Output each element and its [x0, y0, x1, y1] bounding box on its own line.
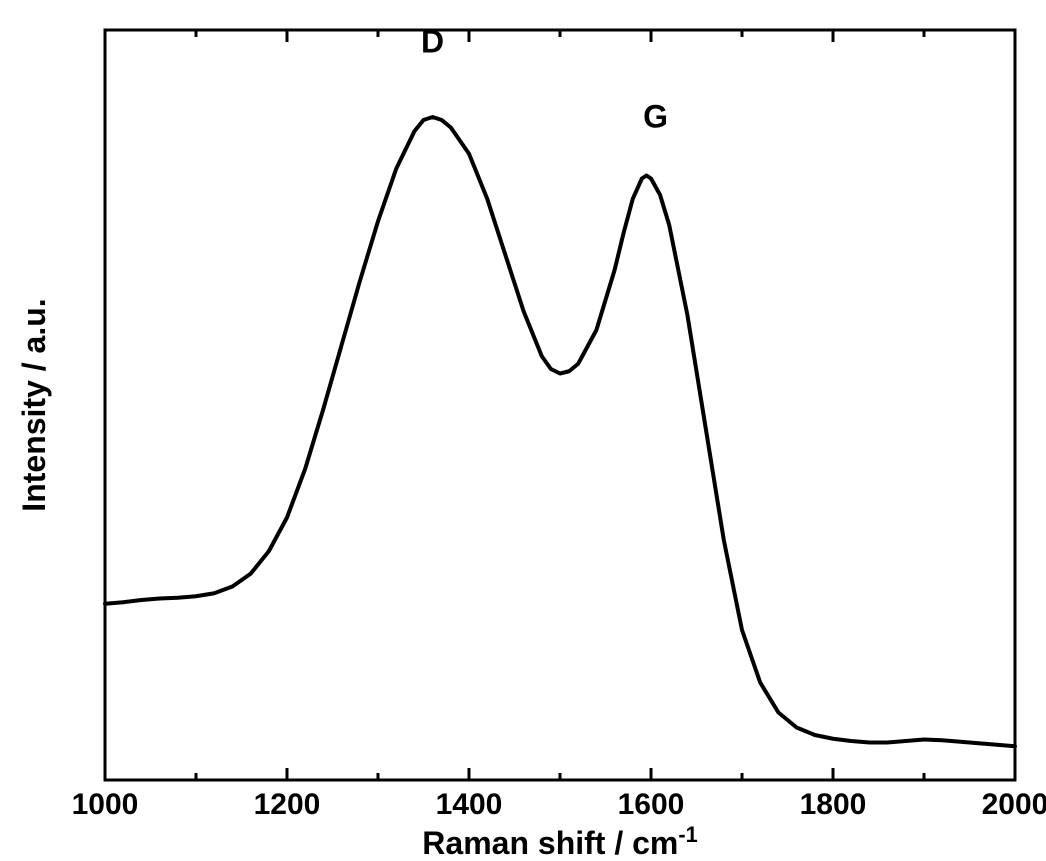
- x-tick-label: 1200: [254, 788, 321, 821]
- y-axis-label: Intensity / a.u.: [16, 298, 52, 511]
- x-axis-label: Raman shift / cm-1: [422, 822, 697, 861]
- peak-label-g: G: [643, 99, 668, 135]
- x-tick-label: 1800: [800, 788, 867, 821]
- x-tick-label: 1400: [436, 788, 503, 821]
- x-tick-label: 1600: [618, 788, 685, 821]
- x-tick-label: 2000: [982, 788, 1046, 821]
- x-tick-label: 1000: [72, 788, 139, 821]
- peak-label-d: D: [421, 24, 444, 60]
- raman-spectrum-chart: 1000 1200 1400 1600 1800 2000 Raman shift / cm…: [0, 0, 1046, 861]
- chart-svg: 1000 1200 1400 1600 1800 2000 Raman shift / cm…: [0, 0, 1046, 861]
